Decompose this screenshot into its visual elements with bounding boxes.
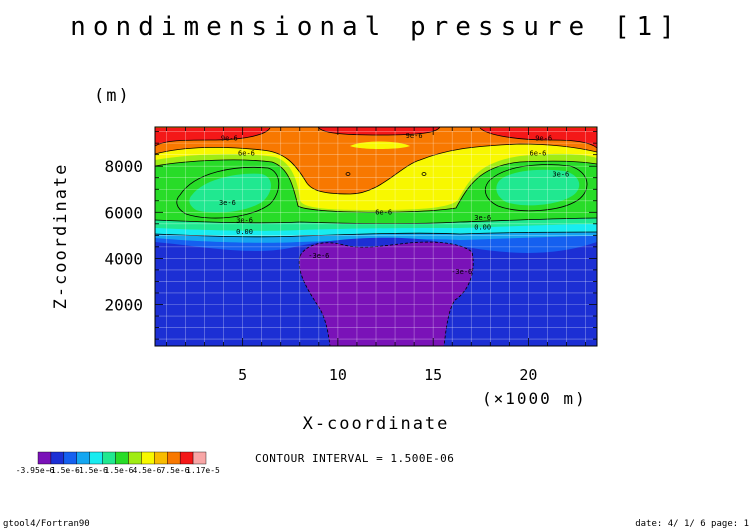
x-axis: 5 10 15 20 xyxy=(166,127,586,384)
colorbar-label: -1.5e-6 xyxy=(74,466,108,475)
contour-label: 3e-6 xyxy=(474,214,491,222)
contour-fills xyxy=(155,127,597,346)
contour-label: -3e-6 xyxy=(451,268,472,276)
contour-line-3e-6-low xyxy=(155,217,597,224)
colorbar-label: -1.5e-6 xyxy=(46,466,80,475)
colorbar-label: 1.17e-5 xyxy=(186,466,220,475)
colorbar-swatch xyxy=(154,451,168,465)
contour-label: 9e-6 xyxy=(535,135,552,143)
colorbar-label: 4.5e-6 xyxy=(133,466,162,475)
contour-label: 9e-6 xyxy=(221,135,238,143)
contour-line-island-right xyxy=(484,164,588,212)
contour-small-ring-left xyxy=(345,172,351,176)
fill-yellow-top-mid xyxy=(350,141,410,149)
contour-label: 3e-6 xyxy=(219,199,236,207)
fill-purple xyxy=(299,242,474,346)
colorbar-swatch xyxy=(167,451,181,465)
contour-lines xyxy=(155,127,597,346)
contour-line-3e-6 xyxy=(155,159,597,213)
y-axis-label: Z-coordinate xyxy=(51,162,71,310)
fill-red-left xyxy=(155,128,270,146)
x-tick-label: 5 xyxy=(238,366,247,384)
contour-label: 3e-6 xyxy=(236,216,253,224)
contour-line-island-left xyxy=(176,166,280,219)
contour-small-ring-right xyxy=(421,172,427,176)
contour-line-neg-3e-6 xyxy=(299,241,474,346)
colorbar-swatch xyxy=(115,451,129,465)
contour-label: -3e-6 xyxy=(308,252,329,260)
colorbar-swatch xyxy=(50,451,65,465)
colorbar-swatch xyxy=(141,451,155,465)
y-axis: 2000 4000 6000 8000 xyxy=(104,131,597,340)
colorbar-swatch xyxy=(76,451,90,465)
contour-interval: CONTOUR INTERVAL = 1.500E-06 xyxy=(255,452,455,465)
contour-line-9e-6-mid xyxy=(317,127,441,136)
colorbar-swatch xyxy=(102,451,116,465)
y-tick-label: 2000 xyxy=(104,296,143,315)
footer-left: gtool4/Fortran90 xyxy=(3,519,90,529)
contour-label: 6e-6 xyxy=(238,150,255,158)
colorbar-label: 1.5e-6 xyxy=(105,466,134,475)
x-tick-label: 20 xyxy=(519,366,537,384)
contour-line-9e-6-right xyxy=(479,127,597,149)
y-axis-unit: (m) xyxy=(94,86,131,106)
colorbar-swatch xyxy=(63,451,77,465)
contour-line-6e-6 xyxy=(155,143,597,195)
colorbar-swatch xyxy=(128,451,142,465)
contour-line-0 xyxy=(155,231,597,238)
contour-label: 6e-6 xyxy=(375,208,392,216)
contour-label: 3e-6 xyxy=(552,170,569,178)
fill-red-mid xyxy=(318,127,440,135)
contour-label: 0.00 xyxy=(474,223,491,231)
contour-line-9e-6-left xyxy=(155,127,271,147)
fill-island-left-mint xyxy=(189,173,272,213)
fill-island-right-mint xyxy=(496,169,580,206)
colorbar-label: 7.5e-6 xyxy=(161,466,190,475)
x-axis-unit: (×1000 m) xyxy=(482,389,587,408)
y-tick-label: 6000 xyxy=(104,203,143,222)
colorbar-swatch xyxy=(37,451,52,465)
colorbar-label: -3.95e-6 xyxy=(16,466,55,475)
colorbar: -3.95e-6-1.5e-6-1.5e-61.5e-6 4.5e-6 7.5e-6… xyxy=(16,451,220,475)
x-axis-label: X-coordinate xyxy=(302,414,450,434)
fill-red-right xyxy=(480,128,597,148)
colorbar-swatch xyxy=(192,451,207,465)
x-tick-label: 15 xyxy=(424,366,442,384)
contour-label: 0.00 xyxy=(236,228,253,236)
colorbar-swatch xyxy=(179,451,194,465)
x-tick-label: 10 xyxy=(329,366,347,384)
contour-label: 9e-6 xyxy=(406,132,423,140)
footer-right: date: 4/ 1/ 6 page: 1 xyxy=(635,519,749,529)
grid xyxy=(155,127,597,346)
y-tick-label: 4000 xyxy=(104,249,143,268)
contour-label: 6e-6 xyxy=(530,150,547,158)
y-tick-label: 8000 xyxy=(104,157,143,176)
colorbar-swatch xyxy=(89,451,103,465)
contour-labels: 9e-6 9e-6 9e-66e-6 6e-66e-63e-63e-63e-6 3e-6… xyxy=(219,132,569,276)
chart-title: nondimensional pressure [1] xyxy=(70,12,682,42)
